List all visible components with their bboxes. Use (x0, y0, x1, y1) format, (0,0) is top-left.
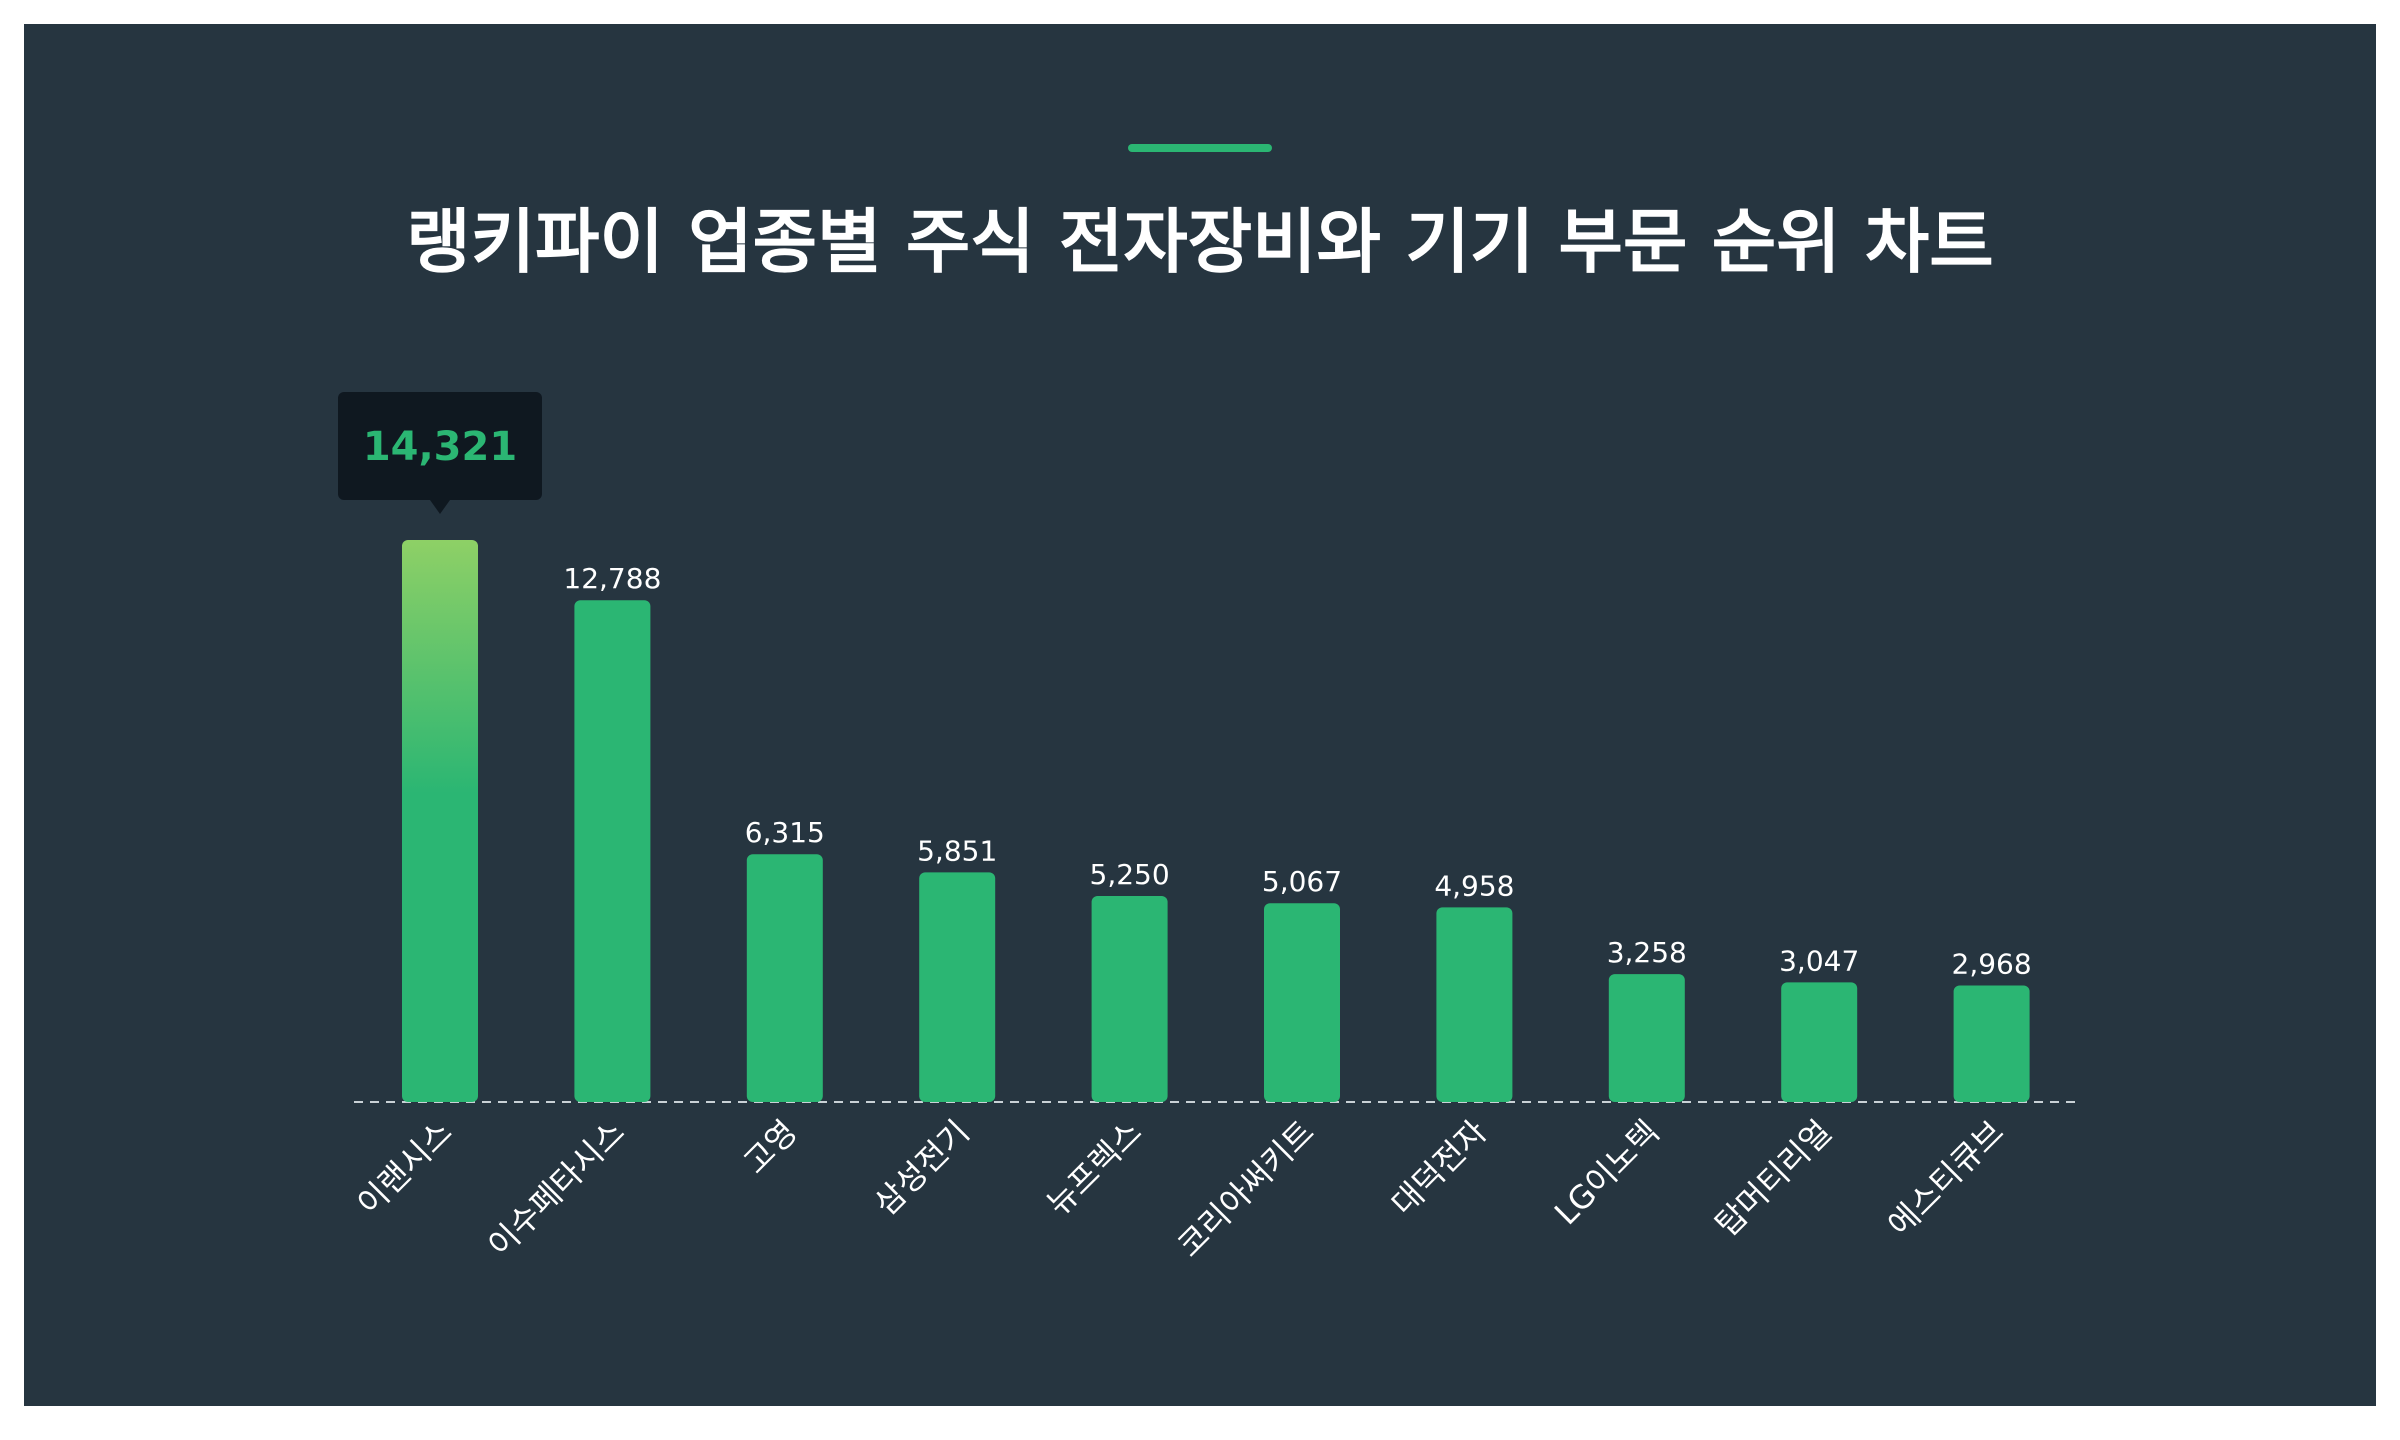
value-label-6: 4,958 (1434, 869, 1514, 902)
value-label-3: 5,851 (917, 834, 997, 867)
bar-2[interactable] (746, 854, 823, 1102)
bar-6[interactable] (1436, 907, 1513, 1102)
value-label-2: 6,315 (745, 816, 825, 849)
bar-1[interactable] (574, 600, 651, 1102)
category-label-3: 삼성전기 (867, 1113, 977, 1223)
bar-0[interactable] (402, 540, 478, 1102)
category-label-9: 에스티큐브 (1880, 1113, 2011, 1244)
bar-7[interactable] (1608, 974, 1685, 1102)
title-accent-line (1128, 144, 1272, 152)
category-label-2: 고영 (736, 1113, 805, 1182)
value-label-4: 5,250 (1090, 858, 1170, 891)
category-label-6: 대덕전자 (1384, 1113, 1494, 1223)
value-label-7: 3,258 (1607, 936, 1687, 969)
bar-8[interactable] (1781, 982, 1858, 1102)
value-label-5: 5,067 (1262, 865, 1342, 898)
value-label-1: 12,788 (563, 562, 661, 595)
value-tooltip (338, 392, 542, 500)
bar-9[interactable] (1953, 985, 2030, 1103)
category-label-8: 탑머티리얼 (1708, 1113, 1839, 1244)
tooltip-pointer (430, 500, 450, 514)
bar-4[interactable] (1091, 896, 1168, 1102)
category-label-5: 코리아써키트 (1170, 1113, 1322, 1265)
chart-title: 랭키파이 업종별 주식 전자장비와 기기 부문 순위 차트 (406, 201, 1994, 283)
category-label-4: 뉴프렉스 (1039, 1113, 1149, 1223)
category-label-0: 이랜시스 (350, 1113, 460, 1223)
bar-3[interactable] (919, 872, 996, 1102)
value-label-0: 14,321 (363, 424, 517, 470)
value-label-8: 3,047 (1779, 944, 1859, 977)
category-label-1: 이수페타시스 (480, 1113, 632, 1265)
bar-5[interactable] (1264, 903, 1340, 1102)
value-label-9: 2,968 (1952, 948, 2032, 981)
category-label-7: LG이노텍 (1547, 1113, 1666, 1232)
